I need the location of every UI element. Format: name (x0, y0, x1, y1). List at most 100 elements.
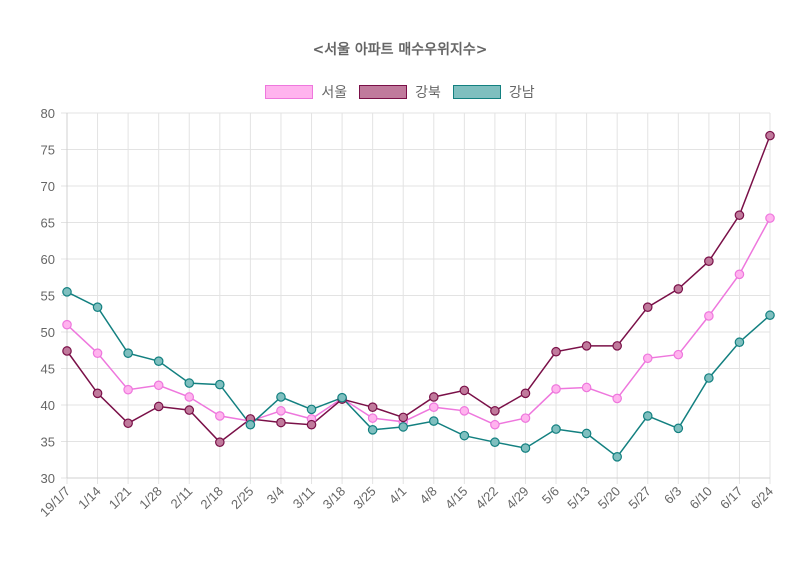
data-point-seoul[interactable] (673, 349, 684, 360)
data-point-seoul[interactable] (704, 311, 714, 321)
data-point-seoul[interactable] (276, 406, 286, 416)
series-line-gangbuk (66, 135, 771, 444)
data-point-seoul[interactable] (92, 348, 103, 358)
data-point-gangnam[interactable] (459, 430, 470, 441)
data-point-gangbuk[interactable] (551, 346, 561, 357)
data-point-gangbuk[interactable] (184, 405, 195, 415)
data-point-seoul[interactable] (367, 413, 378, 423)
data-point-gangbuk[interactable] (92, 388, 103, 399)
legend-swatch-seoul (265, 85, 314, 99)
legend-label-gangbuk: 강북 (415, 85, 441, 101)
x-tick-label: 19/1/7 (37, 484, 73, 520)
data-point-gangnam[interactable] (398, 422, 409, 432)
data-point-gangnam[interactable] (490, 437, 500, 448)
data-point-seoul[interactable] (520, 413, 531, 423)
data-point-seoul[interactable] (123, 384, 133, 395)
data-point-gangbuk[interactable] (428, 392, 439, 402)
x-tick-label: 2/25 (228, 484, 257, 513)
data-point-gangbuk[interactable] (704, 256, 714, 266)
y-tick-label: 75 (41, 143, 55, 158)
y-tick-label: 60 (41, 252, 55, 267)
series-line-gangnam (66, 291, 771, 458)
data-point-gangnam[interactable] (642, 411, 653, 421)
data-point-seoul[interactable] (581, 382, 592, 393)
data-point-gangnam[interactable] (337, 392, 347, 403)
data-point-seoul[interactable] (184, 392, 195, 402)
x-tick-label: 4/15 (442, 484, 471, 513)
data-point-gangnam[interactable] (551, 424, 561, 434)
data-point-gangbuk[interactable] (215, 437, 225, 448)
x-tick-label: 3/4 (264, 484, 287, 507)
data-point-gangbuk[interactable] (123, 418, 133, 429)
legend-item-gangnam[interactable]: 강남 (452, 82, 535, 102)
data-point-seoul[interactable] (428, 402, 439, 412)
y-tick-label: 45 (41, 362, 55, 377)
data-point-gangbuk[interactable] (306, 419, 317, 430)
data-point-seoul[interactable] (612, 393, 622, 404)
x-tick-label: 2/18 (197, 484, 226, 513)
legend-label-seoul: 서울 (321, 85, 348, 101)
data-point-gangnam[interactable] (245, 419, 256, 430)
data-point-gangbuk[interactable] (734, 210, 745, 220)
data-point-gangnam[interactable] (215, 379, 225, 390)
data-point-gangnam[interactable] (704, 373, 714, 383)
x-tick-label: 6/17 (717, 484, 746, 513)
data-point-seoul[interactable] (459, 406, 470, 416)
x-tick-label: 6/24 (748, 484, 777, 513)
data-point-gangbuk[interactable] (581, 341, 592, 351)
data-point-gangnam[interactable] (765, 310, 775, 321)
data-point-gangnam[interactable] (581, 428, 592, 439)
data-point-gangnam[interactable] (62, 287, 72, 297)
legend-item-seoul[interactable]: 서울 (265, 82, 347, 102)
data-point-seoul[interactable] (490, 419, 500, 430)
data-point-gangnam[interactable] (306, 404, 317, 415)
legend-label-gangnam: 강남 (508, 85, 535, 101)
x-tick-label: 3/11 (290, 484, 318, 512)
data-point-gangnam[interactable] (153, 356, 164, 366)
data-point-seoul[interactable] (734, 269, 745, 280)
data-point-seoul[interactable] (153, 380, 164, 391)
data-point-gangbuk[interactable] (612, 341, 622, 351)
y-tick-label: 30 (41, 471, 55, 486)
data-point-gangnam[interactable] (92, 302, 103, 312)
x-tick-label: 1/14 (75, 484, 104, 513)
series-points (62, 130, 775, 462)
data-point-gangbuk[interactable] (367, 402, 378, 412)
data-point-gangbuk[interactable] (673, 284, 684, 294)
x-tick-label: 6/3 (661, 484, 684, 507)
data-point-gangnam[interactable] (184, 378, 195, 388)
data-point-gangnam[interactable] (276, 392, 286, 402)
data-point-gangnam[interactable] (734, 337, 745, 348)
data-point-gangnam[interactable] (673, 423, 684, 434)
x-tick-label: 6/10 (686, 484, 715, 513)
series-lines (66, 135, 771, 458)
x-tick-label: 5/6 (539, 484, 562, 507)
data-point-gangbuk[interactable] (398, 412, 409, 423)
data-point-gangnam[interactable] (520, 443, 531, 453)
grid (61, 112, 771, 484)
data-point-gangbuk[interactable] (459, 385, 470, 396)
data-point-gangbuk[interactable] (62, 346, 72, 356)
x-tick-label: 4/8 (417, 484, 440, 507)
data-point-gangbuk[interactable] (490, 406, 500, 416)
data-point-gangnam[interactable] (123, 348, 133, 358)
data-point-gangbuk[interactable] (153, 401, 164, 412)
data-point-gangbuk[interactable] (520, 388, 531, 399)
legend-item-gangbuk[interactable]: 강북 (359, 82, 441, 102)
y-tick-label: 55 (41, 289, 55, 304)
data-point-gangbuk[interactable] (276, 417, 286, 428)
data-point-seoul[interactable] (551, 384, 561, 394)
data-point-gangbuk[interactable] (765, 130, 775, 141)
data-point-gangnam[interactable] (428, 416, 439, 426)
data-point-gangbuk[interactable] (642, 302, 653, 312)
series-line-seoul (66, 217, 771, 426)
data-point-seoul[interactable] (62, 319, 72, 330)
data-point-gangnam[interactable] (367, 425, 378, 435)
x-tick-label: 1/21 (106, 484, 135, 513)
data-point-gangnam[interactable] (612, 452, 622, 462)
data-point-seoul[interactable] (765, 213, 775, 223)
legend: 서울 강북 강남 (0, 82, 800, 102)
data-point-seoul[interactable] (642, 353, 653, 364)
data-point-seoul[interactable] (215, 411, 225, 421)
